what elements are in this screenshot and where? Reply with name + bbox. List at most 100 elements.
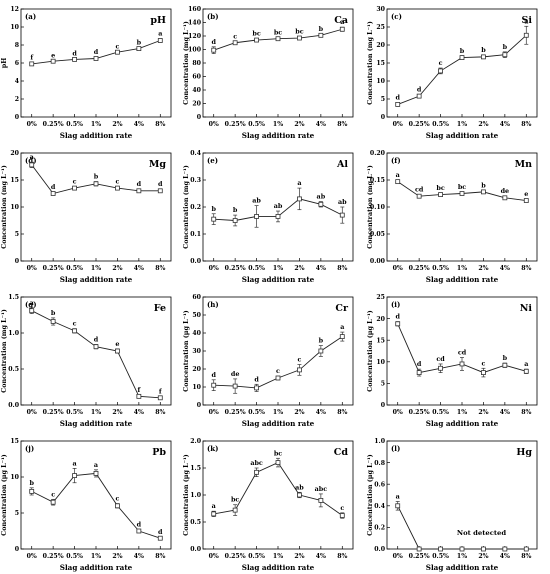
data-point	[502, 52, 508, 58]
data-point	[318, 32, 324, 38]
data-point	[523, 546, 529, 552]
y-axis-label: Concentration (μg L⁻¹)	[366, 310, 374, 392]
x-tick-label: 1%	[91, 121, 101, 128]
element-label: Mn	[515, 159, 533, 170]
significance-letter: a	[297, 179, 301, 187]
y-tick-label: 5	[15, 510, 19, 517]
data-point	[395, 102, 401, 107]
panel-mg: 0 5 10 15 20 0% 0.25% 0.5% 1% 2% 4% 8% Slag addition…	[0, 150, 172, 284]
y-axis-label: pH	[0, 58, 8, 69]
data-point	[502, 546, 508, 552]
plot-frame	[20, 296, 172, 406]
x-tick-label: 8%	[521, 553, 531, 560]
y-tick-label: 50	[192, 312, 201, 319]
y-tick-label: 4	[15, 78, 20, 85]
x-tick-label: 0.5%	[432, 409, 449, 416]
y-axis-label: Concentration (mg L⁻¹)	[182, 165, 190, 249]
y-tick-label: 5	[381, 96, 385, 103]
data-point	[416, 370, 422, 376]
significance-letter: c	[439, 59, 443, 67]
x-tick-label: 8%	[337, 409, 347, 416]
x-axis-label: Slag addition rate	[60, 419, 133, 428]
x-tick-label: 0.25%	[225, 553, 246, 560]
element-label: Ca	[334, 15, 348, 26]
y-tick-label: 2	[15, 96, 19, 103]
significance-letter: a	[94, 461, 98, 469]
x-tick-label: 4%	[500, 553, 510, 560]
panel-label: (c)	[391, 12, 402, 21]
y-axis-label: Concentration (mg L⁻¹)	[366, 21, 374, 105]
x-tick-label: 4%	[500, 409, 510, 416]
panel-label: (e)	[207, 156, 218, 165]
x-tick-label: 2%	[112, 121, 122, 128]
significance-letter: d	[417, 360, 422, 368]
x-tick-label: 0.25%	[225, 265, 246, 272]
x-tick-label: 0%	[27, 121, 37, 128]
significance-letter: a	[524, 360, 528, 368]
significance-letter: ab	[317, 193, 326, 201]
y-tick-label: 0	[15, 258, 20, 265]
significance-letter: c	[115, 177, 119, 185]
significance-letter: b	[233, 206, 238, 214]
data-point	[29, 488, 35, 494]
significance-letter: cd	[415, 186, 424, 194]
panel-label: (d)	[25, 156, 37, 165]
x-axis-label: Slag addition rate	[242, 131, 315, 140]
element-label: Hg	[516, 447, 532, 458]
y-tick-label: 0	[15, 114, 20, 121]
x-tick-label: 2%	[112, 409, 122, 416]
data-point	[50, 58, 56, 64]
y-tick-label: 0.2	[190, 204, 201, 211]
data-point	[523, 32, 529, 38]
plot-frame	[202, 296, 354, 406]
significance-letter: bc	[436, 184, 444, 192]
x-tick-label: 8%	[155, 265, 165, 272]
x-tick-label: 0.25%	[225, 409, 246, 416]
y-tick-label: 30	[376, 6, 385, 13]
data-point	[254, 214, 259, 219]
x-tick-label: 8%	[155, 553, 165, 560]
significance-letter: b	[211, 205, 216, 213]
x-tick-label: 1%	[273, 265, 283, 272]
x-tick-label: 4%	[134, 409, 144, 416]
y-tick-label: 0.0	[190, 258, 201, 265]
y-tick-label: 120	[188, 33, 202, 40]
data-point	[93, 470, 99, 476]
data-point	[72, 185, 77, 191]
data-point	[29, 61, 35, 67]
data-point	[395, 321, 401, 327]
y-tick-label: 140	[188, 20, 202, 27]
significance-letter: bc	[252, 30, 260, 38]
data-point	[72, 57, 77, 62]
significance-letter: e	[524, 190, 528, 198]
significance-letter: a	[158, 30, 162, 38]
data-point	[157, 38, 163, 43]
element-label: Pb	[152, 447, 166, 458]
significance-letter: abc	[250, 459, 263, 467]
panel-label: (i)	[391, 300, 400, 309]
significance-letter: d	[254, 375, 259, 383]
x-tick-label: 1%	[273, 553, 283, 560]
data-point	[438, 365, 443, 371]
x-tick-label: 2%	[112, 265, 122, 272]
x-tick-label: 1%	[457, 265, 467, 272]
significance-letter: a	[396, 171, 400, 179]
y-axis-label: Concentration (mg L⁻¹)	[0, 165, 8, 249]
significance-letter: e	[51, 51, 55, 59]
significance-letter: c	[481, 359, 485, 367]
element-label: Ni	[520, 303, 533, 314]
data-point	[438, 546, 443, 552]
x-tick-label: 1%	[273, 409, 283, 416]
y-tick-label: 8	[15, 42, 19, 49]
y-axis-label: Concentration (μg L⁻¹)	[182, 454, 190, 536]
significance-letter: a	[212, 502, 216, 510]
y-axis-label: Concentration (μg L⁻¹)	[0, 454, 8, 536]
significance-letter: c	[297, 356, 301, 364]
data-point	[416, 546, 422, 552]
significance-letter: ab	[295, 483, 304, 491]
x-tick-label: 0.25%	[409, 265, 430, 272]
y-axis-label: Concentration (mg L⁻¹)	[366, 165, 374, 249]
y-tick-label: 15	[376, 60, 385, 67]
x-tick-label: 8%	[337, 553, 347, 560]
data-point	[136, 528, 142, 534]
